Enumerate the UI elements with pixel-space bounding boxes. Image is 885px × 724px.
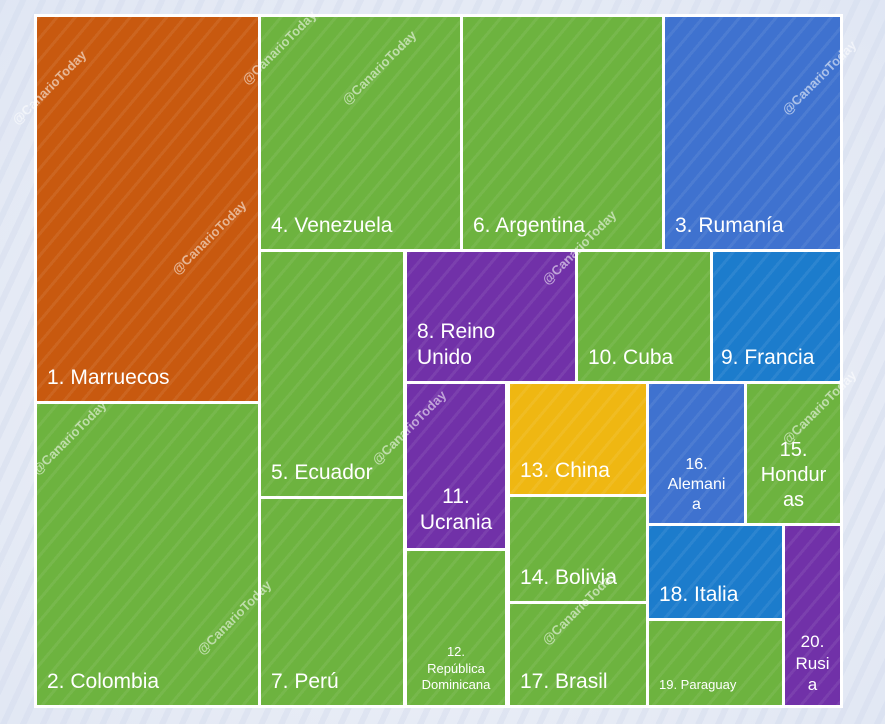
- tile-label-20: 20. Rusi a: [795, 632, 830, 694]
- tile-label-18: 18. Italia: [659, 582, 739, 606]
- treemap-tile-20: 20. Rusi a: [782, 523, 843, 708]
- tile-label-5: 5. Ecuador: [271, 460, 373, 484]
- tile-label-6: 6. Argentina: [473, 213, 586, 237]
- tile-label-3: 3. Rumanía: [675, 213, 784, 237]
- treemap-tile-2: 2. Colombia: [34, 401, 261, 708]
- treemap-tile-14: 14. Bolivia: [507, 494, 649, 604]
- tile-label-17: 17. Brasil: [520, 669, 608, 693]
- tile-label-11: 11. Ucrania: [419, 484, 493, 534]
- tile-label-14: 14. Bolivia: [520, 565, 617, 589]
- treemap-tile-5: 5. Ecuador: [258, 249, 406, 499]
- tile-label-9: 9. Francia: [721, 345, 815, 369]
- tile-label-13: 13. China: [520, 458, 610, 482]
- treemap-tile-8: 8. Reino Unido: [404, 249, 578, 384]
- treemap-tile-17: 17. Brasil: [507, 601, 649, 708]
- tile-label-19: 19. Paraguay: [659, 676, 737, 692]
- treemap-tile-11: 11. Ucrania: [404, 381, 508, 551]
- tile-label-12: 12. República Dominicana: [421, 644, 491, 692]
- treemap-tile-6: 6. Argentina: [460, 14, 665, 252]
- tile-label-8: 8. Reino Unido: [417, 319, 496, 369]
- treemap-tile-3: 3. Rumanía: [662, 14, 843, 252]
- tile-label-7: 7. Perú: [271, 669, 339, 693]
- treemap-tile-19: 19. Paraguay: [646, 618, 785, 708]
- tile-label-10: 10. Cuba: [588, 345, 674, 369]
- treemap-tile-15: 15. Hondur as: [744, 381, 843, 526]
- treemap-tile-13: 13. China: [507, 381, 649, 497]
- treemap-tile-10: 10. Cuba: [575, 249, 713, 384]
- tile-label-2: 2. Colombia: [47, 669, 160, 693]
- treemap-tile-12: 12. República Dominicana: [404, 548, 508, 708]
- tile-label-15: 15. Hondur as: [760, 439, 827, 511]
- treemap-tile-4: 4. Venezuela: [258, 14, 463, 252]
- treemap-tile-1: 1. Marruecos: [34, 14, 261, 404]
- tile-label-4: 4. Venezuela: [271, 213, 393, 237]
- treemap-tile-9: 9. Francia: [710, 249, 843, 384]
- tile-label-16: 16. Alemani a: [667, 456, 726, 513]
- tile-label-1: 1. Marruecos: [47, 365, 170, 389]
- treemap-tile-16: 16. Alemani a: [646, 381, 747, 526]
- treemap-tile-18: 18. Italia: [646, 523, 785, 621]
- treemap-tile-7: 7. Perú: [258, 496, 406, 708]
